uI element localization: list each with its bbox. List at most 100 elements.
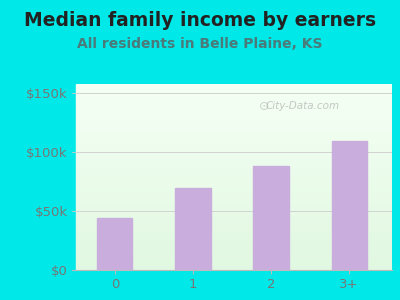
- Bar: [76, 228, 400, 229]
- Bar: [76, 137, 400, 138]
- Bar: [76, 125, 400, 126]
- Bar: [76, 156, 400, 157]
- Bar: [76, 225, 400, 226]
- Bar: [76, 106, 400, 107]
- Bar: [76, 94, 400, 95]
- Bar: [76, 178, 400, 179]
- Bar: [76, 105, 400, 106]
- Bar: [76, 191, 400, 192]
- Bar: [76, 161, 400, 162]
- Bar: [76, 253, 400, 254]
- Bar: [76, 171, 400, 172]
- Bar: [76, 120, 400, 121]
- Bar: [76, 177, 400, 178]
- Bar: [176, 188, 210, 270]
- Bar: [76, 136, 400, 137]
- Text: Median family income by earners: Median family income by earners: [24, 11, 376, 29]
- Bar: [76, 263, 400, 264]
- Bar: [332, 140, 367, 270]
- Bar: [76, 114, 400, 115]
- Bar: [76, 111, 400, 112]
- Bar: [76, 244, 400, 245]
- Bar: [76, 159, 400, 160]
- Text: City-Data.com: City-Data.com: [265, 101, 340, 111]
- Bar: [76, 189, 400, 190]
- Bar: [76, 110, 400, 111]
- Bar: [76, 132, 400, 133]
- Bar: [76, 129, 400, 130]
- Bar: [76, 153, 400, 154]
- Bar: [76, 118, 400, 119]
- Bar: [76, 252, 400, 253]
- Bar: [76, 229, 400, 230]
- Bar: [76, 151, 400, 152]
- Bar: [76, 234, 400, 235]
- Bar: [76, 173, 400, 174]
- Bar: [76, 115, 400, 116]
- Bar: [76, 190, 400, 191]
- Bar: [76, 265, 400, 266]
- Bar: [76, 200, 400, 201]
- Bar: [76, 108, 400, 109]
- Bar: [76, 123, 400, 124]
- Bar: [76, 196, 400, 197]
- Bar: [76, 99, 400, 100]
- Bar: [76, 157, 400, 158]
- Bar: [76, 218, 400, 219]
- Bar: [76, 163, 400, 164]
- Bar: [76, 186, 400, 187]
- Bar: [76, 131, 400, 132]
- Bar: [76, 201, 400, 202]
- Bar: [76, 90, 400, 91]
- Bar: [76, 211, 400, 212]
- Bar: [76, 169, 400, 170]
- Bar: [97, 218, 132, 270]
- Bar: [76, 176, 400, 177]
- Bar: [76, 236, 400, 238]
- Bar: [76, 198, 400, 199]
- Bar: [76, 204, 400, 205]
- Bar: [76, 174, 400, 175]
- Bar: [76, 248, 400, 249]
- Bar: [76, 154, 400, 155]
- Bar: [76, 251, 400, 252]
- Bar: [76, 188, 400, 189]
- Bar: [76, 195, 400, 196]
- Bar: [76, 165, 400, 166]
- Bar: [76, 92, 400, 93]
- Bar: [76, 255, 400, 256]
- Bar: [254, 167, 288, 270]
- Bar: [76, 102, 400, 103]
- Bar: [76, 235, 400, 236]
- Bar: [76, 170, 400, 171]
- Bar: [76, 175, 400, 176]
- Bar: [76, 220, 400, 221]
- Bar: [76, 243, 400, 244]
- Bar: [76, 206, 400, 207]
- Bar: [76, 249, 400, 250]
- Bar: [76, 231, 400, 232]
- Bar: [76, 213, 400, 214]
- Bar: [76, 95, 400, 96]
- Bar: [76, 126, 400, 127]
- Bar: [76, 182, 400, 183]
- Bar: [76, 202, 400, 203]
- Bar: [76, 101, 400, 102]
- Bar: [76, 85, 400, 86]
- Bar: [76, 262, 400, 263]
- Bar: [76, 216, 400, 217]
- Bar: [76, 208, 400, 209]
- Bar: [76, 104, 400, 105]
- Bar: [76, 138, 400, 139]
- Bar: [76, 119, 400, 120]
- Bar: [76, 84, 400, 85]
- Bar: [76, 221, 400, 222]
- Bar: [76, 230, 400, 231]
- Bar: [76, 214, 400, 215]
- Bar: [76, 242, 400, 243]
- Bar: [76, 143, 400, 144]
- Bar: [76, 181, 400, 182]
- Bar: [76, 148, 400, 149]
- Bar: [76, 139, 400, 140]
- Bar: [76, 246, 400, 247]
